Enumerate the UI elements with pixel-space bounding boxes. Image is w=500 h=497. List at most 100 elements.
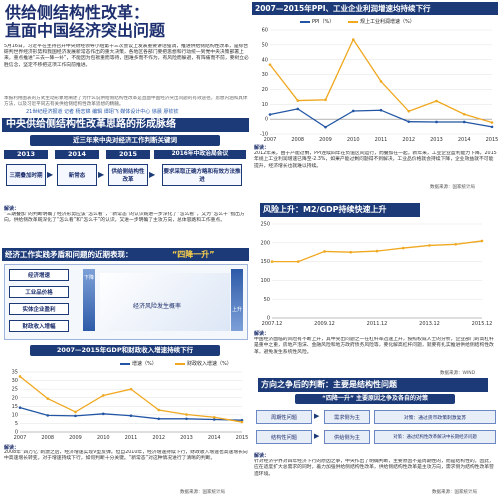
direction-sub-band: “四降一升” 主要原因之争及各自的对策: [295, 394, 455, 404]
side-box: 需求侧为主: [324, 410, 370, 424]
y-tick-label: 0: [265, 117, 268, 123]
data-point: [18, 375, 22, 378]
data-point: [428, 244, 431, 247]
m2-credit: 数据来源：WIND: [440, 371, 476, 376]
x-tick-label: 2015: [486, 137, 498, 143]
risk-label: 经济风险发生概率: [133, 303, 182, 310]
page-title-line1: 供给侧结构性改革：: [5, 3, 150, 22]
y-tick-label: 10: [12, 412, 18, 418]
data-point: [46, 397, 50, 400]
data-point: [351, 38, 355, 41]
data-point: [351, 109, 355, 113]
reporter-credits: 21世纪经济报道 记者 杨志锦 编辑 谭翊飞 媒体设计中心 徐晨 廖钦钦: [26, 109, 179, 115]
data-point: [101, 394, 105, 397]
data-point: [212, 418, 216, 421]
data-point: [379, 80, 383, 83]
policy-box: 对策：通过结构性改革解决中长期经济问题: [374, 430, 496, 444]
arrow-right-icon: ▶: [314, 432, 320, 440]
ppi-interp-label: 解读：: [254, 145, 270, 151]
x-tick-label: 2013: [180, 435, 193, 441]
m2-band: 风险上升：M2/GDP持续快速上升: [260, 203, 420, 217]
x-tick-label: 2011: [125, 435, 138, 441]
m2-chart: 0 50 100 150 200 250 2007.12 2009.12 2011.12 2013…: [260, 222, 493, 327]
data-point: [268, 63, 272, 66]
data-point: [323, 250, 326, 253]
data-point: [349, 250, 353, 254]
contradiction-header: 经济工作实践矛盾和问题的近期表现： “四降一升”: [2, 248, 249, 261]
x-tick-label: 2010: [347, 137, 360, 143]
data-point: [480, 239, 484, 243]
legend-label: 规上工业利润增速（%）: [360, 19, 415, 25]
data-point: [157, 408, 161, 412]
y-tick-label: 10: [262, 102, 268, 108]
ppi-credit: 数据来源：国家统计局: [430, 185, 475, 190]
direction-interp-text: 针对经济学界对四年经济下行的原因之争，中央作出了明确判断，主要原因不是周期性的，…: [254, 459, 494, 477]
data-point: [407, 120, 411, 123]
direction-band: 方向之争后的判断：主要是结构性问题: [258, 378, 488, 392]
y-tick-label: 0: [15, 430, 18, 436]
m2-interp-label: 解读：: [254, 331, 270, 337]
contradiction-quote: “四降一升”: [172, 250, 215, 259]
y-tick-label: 20: [262, 87, 268, 93]
data-point: [490, 125, 494, 129]
legend-swatch: [348, 21, 358, 23]
x-tick-label: 2015: [236, 435, 248, 441]
step-box: 新常态: [57, 164, 97, 186]
step-box: 供给侧结构性改革: [108, 164, 148, 186]
legend-swatch: [175, 363, 185, 365]
x-tick-label: 2009: [319, 137, 332, 143]
data-point: [324, 125, 327, 129]
arrow-right-icon: ▶: [149, 170, 156, 179]
page-title-line2: 直面中国经济突出问题: [5, 21, 166, 40]
y-tick-label: 100: [260, 278, 270, 284]
series-line: [19, 407, 243, 421]
y-tick-label: 150: [260, 259, 270, 265]
cause-box: 结构性问题: [256, 430, 312, 444]
data-point: [46, 414, 50, 417]
ppi-band: 2007—2015年PPI、工业企业利润增速均持续下行: [252, 2, 498, 15]
data-point: [74, 414, 77, 418]
data-point: [462, 112, 466, 116]
data-point: [129, 387, 133, 391]
risk-arrow-area: [100, 273, 230, 331]
gdp-band: 2007—2015年GDP和财政收入增速持续下行: [30, 345, 220, 356]
x-tick-label: 2015.12: [472, 321, 493, 327]
legend-label: 财政收入增速（%）: [187, 361, 232, 367]
year-box: 2014: [55, 150, 99, 159]
data-point: [74, 410, 77, 414]
gdp-chart: 0 5 10 15 20 25 30 35 2007 2008 2009 2010 2011 2012 20…: [12, 370, 248, 441]
data-point: [129, 414, 133, 418]
x-tick-label: 2009: [69, 435, 82, 441]
data-point: [157, 417, 161, 421]
x-tick-label: 2013: [430, 137, 443, 143]
arrow-right-icon: ▶: [314, 412, 320, 420]
x-tick-label: 2014: [458, 137, 471, 143]
legend-swatch: [120, 363, 130, 365]
data-point: [270, 260, 274, 263]
down-label: 下降: [84, 275, 95, 281]
direction-diagram: 周期性问题 结构性问题 ▶ ▶ 需求侧为主 供给侧为主 对策：通过货币政策刺激复…: [256, 408, 496, 448]
x-tick-label: 2007: [14, 435, 27, 441]
factor-box: 实体企业盈利: [9, 303, 69, 315]
x-tick-label: 2014: [208, 435, 221, 441]
ideas-interp-text: “三期叠加”的判断明确了经济形势应该“怎么看”，“新常态”的认识既进一步深化了“…: [4, 212, 245, 224]
ideas-sub-band: 近三年来中央对经济工作判断关键词: [30, 135, 220, 146]
data-point: [185, 413, 188, 416]
y-tick-label: 30: [262, 72, 268, 78]
x-tick-label: 2008: [291, 137, 304, 143]
data-point: [407, 109, 411, 113]
gdp-credit: 数据来源：国家统计局: [180, 490, 225, 495]
ppi-interp-text: 2012年来，由于产能过剩，PPI连续四年在负值区间运行，而叠加在一起，新年来，…: [254, 151, 497, 169]
x-tick-label: 2011: [375, 137, 388, 143]
source-note: 本报利用图表的方式生动形象地阐述了为什么说供给侧结构性改革是直面中国经济突出问题…: [4, 96, 248, 107]
y-tick-label: 20: [12, 395, 18, 401]
legend-label: 增速（%）: [132, 361, 157, 367]
data-point: [454, 243, 458, 246]
intro-paragraph: 5月16日，习近平在主持召开中央财经领导小组第十三次会议上发表重要讲话强调，推进…: [4, 44, 249, 68]
up-arrow: [231, 269, 243, 331]
data-point: [185, 417, 188, 421]
x-tick-label: 2007.12: [262, 321, 283, 327]
step-box: 要求采取正确方略和有效方法推进: [162, 164, 242, 186]
data-point: [212, 415, 216, 419]
y-tick-label: 35: [12, 370, 18, 376]
